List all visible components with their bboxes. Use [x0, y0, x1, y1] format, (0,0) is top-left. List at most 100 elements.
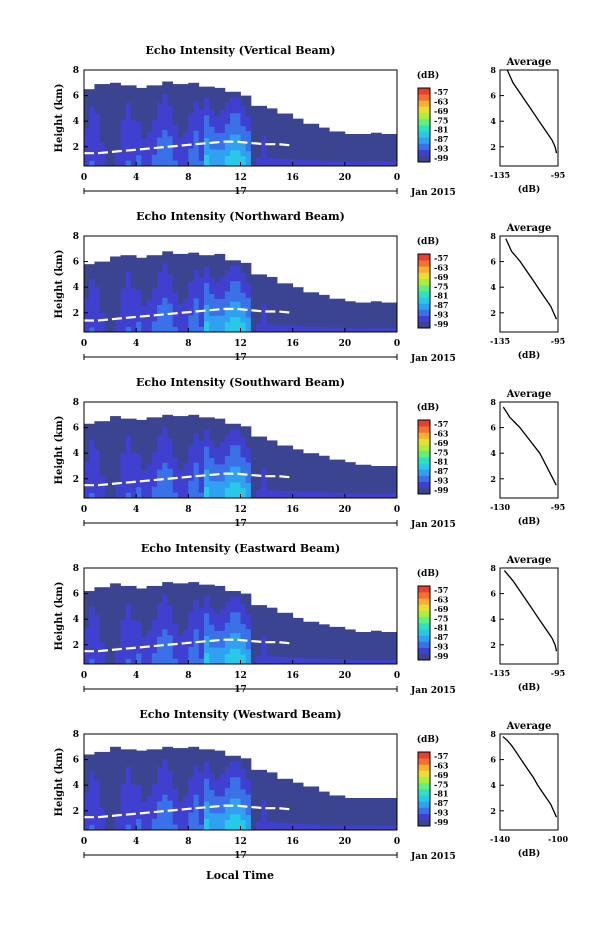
heatmap-cell [203, 463, 210, 470]
heatmap-cell [209, 584, 215, 591]
heatmap-cell [365, 308, 372, 312]
heatmap-cell [214, 309, 221, 316]
heatmap-cell [141, 801, 147, 808]
heatmap-cell [292, 826, 299, 831]
heatmap-cell [355, 159, 361, 162]
heatmap-cell [245, 95, 252, 102]
heatmap-cell [386, 147, 393, 151]
heatmap-cell [287, 631, 294, 636]
heatmap-cell [334, 807, 341, 811]
heatmap-cell [297, 654, 304, 658]
heatmap-cell [277, 325, 283, 329]
heatmap-cell [198, 260, 205, 267]
heatmap-cell [245, 643, 252, 650]
heatmap-cell [183, 765, 189, 772]
heatmap-cell [355, 319, 361, 322]
heatmap-cell [177, 309, 184, 316]
heatmap-cell [391, 807, 398, 810]
heatmap-cell [313, 627, 320, 632]
heatmap-cell [250, 303, 257, 308]
heatmap-cell [240, 618, 247, 625]
heatmap-cell [89, 653, 95, 660]
heatmap-cell [235, 466, 241, 472]
heatmap-cell [219, 486, 226, 493]
heatmap-cell [370, 466, 377, 469]
heatmap-cell [287, 800, 294, 805]
heatmap-cell [99, 625, 106, 632]
heatmap-cell [219, 591, 226, 598]
profile-y-tick-label: 6 [490, 589, 496, 599]
heatmap-cell [256, 323, 262, 329]
x-tick-label: 0 [81, 837, 87, 847]
heatmap-cell [370, 482, 377, 485]
heatmap-cell [381, 327, 387, 331]
heatmap-cell [303, 624, 309, 629]
x-tick-label: 12 [234, 505, 247, 515]
heatmap-cell [84, 637, 90, 644]
heatmap-cell [365, 802, 372, 806]
profile-x-tick-label: -95 [551, 336, 565, 346]
heatmap-cell [235, 627, 241, 634]
heatmap-cell [162, 450, 168, 457]
heatmap-cell [235, 439, 241, 446]
y-axis-label: Height (km) [54, 748, 65, 817]
colorbar-tick-label: -99 [434, 485, 449, 495]
heatmap-cell [292, 142, 299, 147]
colorbar-swatch [418, 155, 430, 163]
heatmap-cell [329, 820, 335, 823]
heatmap-cell [125, 91, 132, 98]
heatmap-cell [224, 450, 231, 456]
heatmap-cell [162, 99, 168, 107]
heatmap-cell [203, 310, 210, 316]
heatmap-cell [146, 602, 153, 609]
heatmap-cell [313, 312, 320, 316]
heatmap-cell [110, 106, 116, 113]
heatmap-cell [141, 138, 147, 145]
heatmap-cell [308, 462, 314, 467]
heatmap-cell [261, 613, 267, 619]
heatmap-cell [209, 590, 215, 597]
heatmap-cell [224, 434, 231, 441]
heatmap-cell [381, 329, 387, 333]
heatmap-cell [224, 653, 231, 660]
heatmap-cell [303, 323, 309, 327]
heatmap-cell [329, 133, 335, 137]
heatmap-cell [183, 468, 189, 475]
heatmap-cell [162, 314, 168, 321]
heatmap-cell [360, 798, 367, 801]
heatmap-cell [130, 91, 137, 98]
heatmap-cell [245, 618, 252, 625]
heatmap-cell [287, 815, 294, 820]
heatmap-cell [203, 326, 210, 333]
heatmap-cell [235, 643, 241, 649]
heatmap-cell [172, 326, 179, 333]
heatmap-cell [193, 269, 200, 276]
heatmap-cell [167, 593, 174, 601]
heatmap-cell [125, 755, 132, 762]
heatmap-cell [344, 474, 351, 478]
heatmap-cell [84, 632, 90, 639]
heatmap-cell [282, 449, 288, 454]
heatmap-cell [334, 626, 341, 630]
heatmap-cell [198, 451, 205, 459]
heatmap-cell [84, 138, 90, 145]
heatmap-cell [209, 326, 215, 333]
heatmap-cell [214, 790, 221, 797]
heatmap-cell [209, 288, 215, 294]
heatmap-cell [313, 162, 320, 167]
heatmap-cell [266, 108, 273, 113]
heatmap-cell [84, 423, 90, 430]
heatmap-cell [230, 316, 236, 323]
heatmap-cell [125, 613, 132, 620]
heatmap-cell [141, 778, 147, 786]
heatmap-cell [292, 624, 299, 629]
heatmap-cell [355, 315, 361, 318]
heatmap-cell [323, 658, 330, 662]
heatmap-cell [318, 300, 325, 304]
heatmap-cell [198, 143, 205, 150]
heatmap-cell [344, 467, 351, 471]
heatmap-cell [172, 777, 179, 784]
heatmap-cell [230, 466, 236, 472]
heatmap-cell [350, 154, 356, 158]
heatmap-cell [141, 87, 147, 94]
